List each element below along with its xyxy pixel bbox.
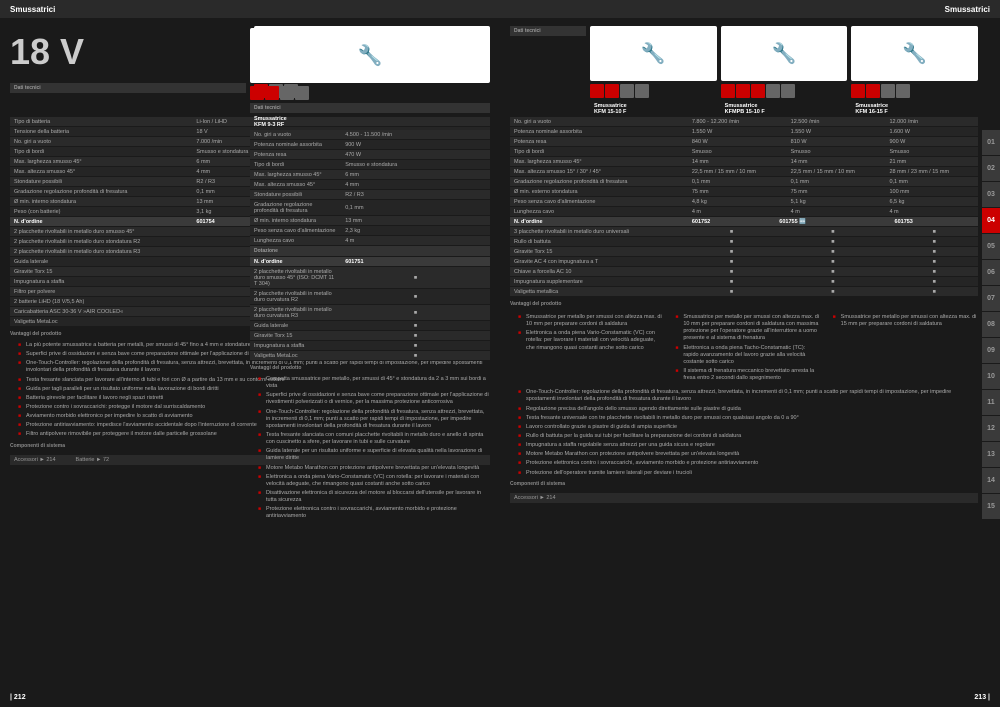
section-tab-06[interactable]: 06	[982, 260, 1000, 286]
section-tab-10[interactable]: 10	[982, 364, 1000, 390]
delivery-header: Dotazione	[250, 246, 490, 256]
advantages-list-2: Compatta smussatrice per metallo, per sm…	[250, 376, 490, 521]
bullet-item: Superfici prive di ossidazioni e senza b…	[258, 392, 490, 406]
spec-table-2: No. giri a vuoto4.500 - 11.500 /minPoten…	[250, 130, 490, 246]
right-page: Smussatrici Dati tecnici 🔧 SmussatriceKFM…	[500, 0, 1000, 707]
product-title-r1: SmussatriceKFM 15-10 F	[590, 101, 717, 117]
advantages-header-r: Vantaggi del prodotto	[510, 301, 978, 307]
section-tabs: 010203040506070809101112131415	[982, 130, 1000, 520]
section-tab-02[interactable]: 02	[982, 156, 1000, 182]
section-tab-08[interactable]: 08	[982, 312, 1000, 338]
page-number-left: | 212	[10, 694, 26, 701]
product-title-r2: SmussatriceKFMPB 15-10 F	[721, 101, 848, 117]
section-tab-07[interactable]: 07	[982, 286, 1000, 312]
section-tab-09[interactable]: 09	[982, 338, 1000, 364]
page-footer-left: | 212	[0, 687, 500, 707]
header-title: Smussatrici	[10, 5, 55, 14]
bullet-item: One-Touch-Controller: regolazione della …	[518, 389, 978, 403]
bullet-item: One-Touch-Controller: regolazione della …	[258, 409, 490, 430]
bullet-item: Impugnatura a staffa regolabile senza at…	[518, 442, 978, 449]
section-tab-15[interactable]: 15	[982, 494, 1000, 520]
section-tab-13[interactable]: 13	[982, 442, 1000, 468]
bullet-item: Motore Metabo Marathon con protezione an…	[258, 465, 490, 472]
bullet-item: Protezione elettronica contro i sovracca…	[518, 460, 978, 467]
product-image-2: 🔧	[250, 28, 490, 83]
bullet-item: Lavoro controllato grazie a piastre di g…	[518, 424, 978, 431]
tech-data-header-r: Dati tecnici	[510, 26, 586, 36]
spec-table-right: No. giri a vuoto7.800 - 12.200 /min12.50…	[510, 117, 978, 217]
voltage-label: 18 V	[10, 31, 246, 73]
section-tab-05[interactable]: 05	[982, 234, 1000, 260]
order-table-right: N. d'ordine601752601755 🆕601753 3 placch…	[510, 217, 978, 297]
tech-data-header-2: Dati tecnici	[250, 103, 490, 113]
product-title-2: SmussatriceKFM 9-3 RF	[250, 114, 490, 130]
section-tab-04[interactable]: 04	[982, 208, 1000, 234]
section-tab-14[interactable]: 14	[982, 468, 1000, 494]
component-link[interactable]: Accessori ► 214	[14, 457, 56, 463]
product-image-r1: 🔧	[590, 26, 717, 81]
bullet-item: Protezione elettronica contro i sovracca…	[258, 506, 490, 520]
order-header: N. d'ordine	[10, 217, 192, 227]
bullet-item: Elettronica a onda piena Vario-Constamat…	[258, 474, 490, 488]
bullet-item: Motore Metabo Marathon con protezione an…	[518, 451, 978, 458]
tech-data-header: Dati tecnici	[10, 83, 246, 93]
section-tab-03[interactable]: 03	[982, 182, 1000, 208]
page-header-right: Smussatrici	[500, 0, 1000, 18]
bullet-item: Protezione dell'operatore tramite lamier…	[518, 470, 978, 477]
bullet-item: Guida laterale per un risultato uniforme…	[258, 448, 490, 462]
section-tab-12[interactable]: 12	[982, 416, 1000, 442]
left-page: Smussatrici 18 V Dati tecnici 🔧 Smussatr…	[0, 0, 500, 707]
component-link[interactable]: Accessori ► 214	[514, 495, 556, 501]
header-title-right: Smussatrici	[945, 5, 990, 14]
page-header-left: Smussatrici	[0, 0, 500, 18]
bullet-item: Compatta smussatrice per metallo, per sm…	[258, 376, 490, 390]
components-row-r: Accessori ► 214	[510, 493, 978, 503]
advantages-columns: Smussatrice per metallo per smussi con a…	[510, 309, 978, 384]
advantages-list-full: One-Touch-Controller: regolazione della …	[510, 389, 978, 476]
product-image-r2: 🔧	[721, 26, 848, 81]
bullet-item: Regolazione precisa dell'angolo dello sm…	[518, 406, 978, 413]
bullet-item: Rullo di battuta per la guida sui tubi p…	[518, 433, 978, 440]
product-title-r3: SmussatriceKFM 16-15 F	[851, 101, 978, 117]
section-tab-11[interactable]: 11	[982, 390, 1000, 416]
advantages-header-2: Vantaggi del prodotto	[250, 365, 490, 371]
bullet-item: Testa fresante universale con tre placch…	[518, 415, 978, 422]
page-footer-right: 213 |	[500, 687, 1000, 707]
order-table-2: N. d'ordine601751 2 placchette rivoltabi…	[250, 257, 490, 361]
bullet-item: Disattivazione elettronica di sicurezza …	[258, 490, 490, 504]
product-images-row: Dati tecnici 🔧 SmussatriceKFM 15-10 F 🔧 Sm…	[510, 26, 978, 117]
system-components-header-r: Componenti di sistema	[510, 481, 978, 487]
product-image-r3: 🔧	[851, 26, 978, 81]
component-link[interactable]: Batterie ► 72	[76, 457, 110, 463]
bullet-item: Testa fresante slanciata con comuni plac…	[258, 432, 490, 446]
product-2-column: 🔧 Dati tecnici SmussatriceKFM 9-3 RF No.…	[250, 28, 490, 523]
page-number-right: 213 |	[974, 694, 990, 701]
section-tab-01[interactable]: 01	[982, 130, 1000, 156]
